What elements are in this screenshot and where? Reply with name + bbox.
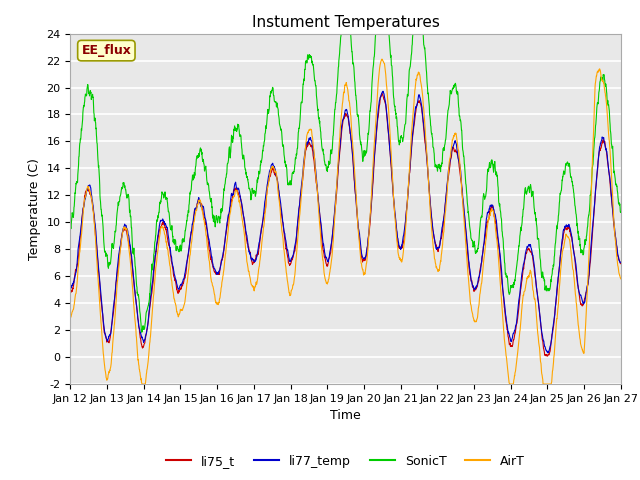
AirT [67, 315, 74, 321]
Legend: li75_t, li77_temp, SonicT, AirT: li75_t, li77_temp, SonicT, AirT [161, 450, 530, 473]
AirT [506, 381, 514, 387]
li77_temp [374, 116, 381, 122]
SonicT [374, 31, 381, 36]
AirT [138, 381, 146, 387]
AirT [220, 264, 228, 270]
SonicT [584, 219, 592, 225]
li75_t [220, 246, 228, 252]
X-axis label: Time: Time [330, 409, 361, 422]
li75_t [378, 90, 386, 96]
li75_t [543, 353, 551, 359]
li77_temp [67, 285, 74, 290]
Line: li77_temp: li77_temp [70, 91, 621, 353]
li77_temp [220, 247, 228, 253]
AirT [378, 56, 386, 62]
Y-axis label: Temperature (C): Temperature (C) [28, 158, 41, 260]
li75_t [506, 341, 513, 347]
SonicT [337, 31, 345, 36]
Line: SonicT: SonicT [70, 34, 621, 332]
li75_t [617, 261, 625, 266]
AirT [584, 275, 592, 281]
SonicT [506, 290, 514, 296]
AirT [362, 267, 369, 273]
li77_temp [362, 254, 369, 260]
SonicT [138, 329, 146, 335]
SonicT [220, 186, 228, 192]
li77_temp [569, 241, 577, 247]
SonicT [67, 222, 74, 228]
SonicT [362, 148, 370, 154]
li75_t [67, 288, 74, 293]
li77_temp [379, 88, 387, 94]
Title: Instument Temperatures: Instument Temperatures [252, 15, 440, 30]
Text: EE_flux: EE_flux [81, 44, 131, 57]
li77_temp [584, 281, 592, 287]
Line: li75_t: li75_t [70, 93, 621, 356]
li77_temp [617, 260, 625, 265]
li75_t [584, 281, 592, 287]
li77_temp [544, 350, 552, 356]
AirT [569, 265, 577, 271]
li75_t [362, 256, 369, 262]
li77_temp [506, 334, 513, 340]
li75_t [374, 120, 381, 125]
SonicT [617, 209, 625, 215]
Line: AirT: AirT [70, 59, 621, 384]
AirT [374, 88, 381, 94]
SonicT [569, 183, 577, 189]
li75_t [569, 241, 577, 247]
AirT [617, 276, 625, 282]
